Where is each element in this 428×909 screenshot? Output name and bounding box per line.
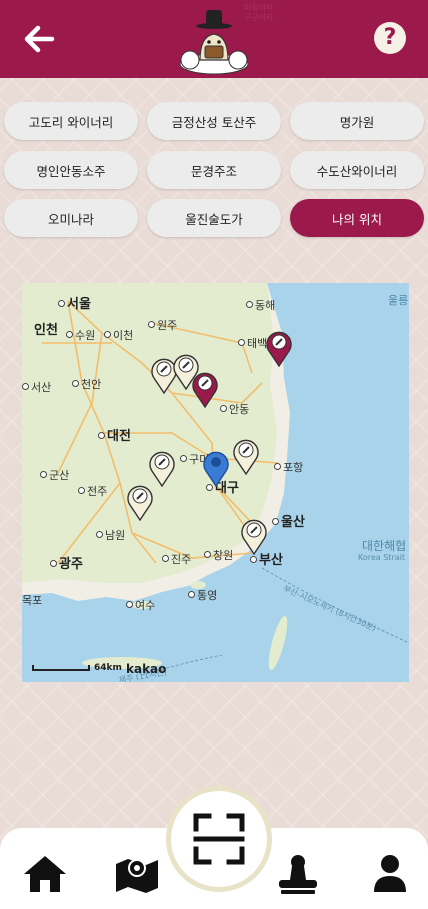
stamp-icon[interactable] — [276, 854, 320, 896]
winery-pin[interactable] — [191, 370, 219, 408]
map-icon[interactable] — [114, 854, 160, 894]
winery-pin[interactable] — [265, 329, 293, 367]
chip-my-location[interactable]: 나의 위치 — [290, 199, 424, 237]
map-label-wonju: 원주 — [148, 317, 177, 333]
winery-pin[interactable] — [126, 483, 154, 521]
map-label-jeonju: 전주 — [78, 483, 107, 499]
map-label-seoul: 서울 — [58, 293, 91, 312]
map-label-tongyeong: 통영 — [188, 587, 217, 603]
winery-pin[interactable] — [232, 437, 260, 475]
user-icon[interactable] — [372, 854, 408, 894]
help-button[interactable]: ? — [374, 22, 406, 54]
map-label-daegu: 대구 — [206, 477, 239, 496]
map-label-daejeon: 대전 — [98, 425, 131, 444]
map-label-gunsan: 군산 — [40, 467, 69, 483]
mascot-logo — [179, 10, 249, 75]
winery-pin[interactable] — [172, 352, 200, 390]
map-label-cheonan: 천안 — [72, 376, 101, 392]
chip-mungyeong-jujo[interactable]: 문경주조 — [147, 151, 281, 189]
map-label-ulleung: 울릉 — [388, 294, 409, 307]
map-label-icheon: 이천 — [104, 327, 133, 343]
chip-sudosan-winery[interactable]: 수도산와이너리 — [290, 151, 424, 189]
map-label-namwon: 남원 — [96, 527, 125, 543]
map-label-jinju: 진주 — [162, 551, 191, 567]
map-label-gwangju: 광주 — [50, 553, 83, 572]
map-label-sea: 대한해협 — [362, 539, 407, 553]
chip-uljin-suldoga[interactable]: 울진술도가 — [147, 199, 281, 237]
map-label-changwon: 창원 — [204, 547, 233, 563]
map-label-busan: 부산 — [250, 549, 283, 568]
map-label-taebaek: 태백 — [238, 335, 267, 351]
map-provider-logo: kakao — [126, 662, 167, 676]
map-label-sea-en: Korea Strait — [358, 553, 405, 562]
winery-pin[interactable] — [148, 449, 176, 487]
map-label-incheon: 인천 — [34, 323, 58, 338]
chip-godori-winery[interactable]: 고도리 와이너리 — [4, 102, 138, 140]
chip-andong-soju[interactable]: 명인안동소주 — [4, 151, 138, 189]
map-label-mokpo: 목포 — [22, 594, 43, 607]
map-label-pohang: 포항 — [274, 459, 303, 475]
map-label-seosan: 서산 — [22, 379, 51, 395]
chip-myeongawon[interactable]: 명가원 — [290, 102, 424, 140]
map-label-ulsan: 울산 — [272, 511, 305, 530]
map-scale: 64km — [32, 663, 122, 673]
chip-ominara[interactable]: 오미나라 — [4, 199, 138, 237]
map-label-yeosu: 여수 — [126, 597, 155, 613]
logo-caption: 마왕바라 구구바라 — [244, 3, 274, 22]
map-view[interactable]: 서울 인천 수원 이천 원주 동해 태백 울릉 서산 천안 안동 대전 구미 군… — [22, 283, 409, 682]
map-label-suwon: 수원 — [66, 327, 95, 343]
chip-geumjeongsanseong[interactable]: 금정산성 토산주 — [147, 102, 281, 140]
map-label-andong: 안동 — [220, 401, 249, 417]
question-mark-icon: ? — [383, 25, 397, 50]
home-icon[interactable] — [22, 854, 68, 894]
winery-pin[interactable] — [240, 517, 268, 555]
my-location-pin[interactable] — [202, 449, 230, 487]
app-header: 마왕바라 구구바라 ? — [0, 0, 428, 78]
qr-scan-button[interactable] — [166, 786, 272, 892]
arrow-left-icon[interactable] — [22, 22, 56, 56]
map-label-donghae: 동해 — [246, 297, 275, 313]
qr-scan-icon — [193, 813, 245, 865]
